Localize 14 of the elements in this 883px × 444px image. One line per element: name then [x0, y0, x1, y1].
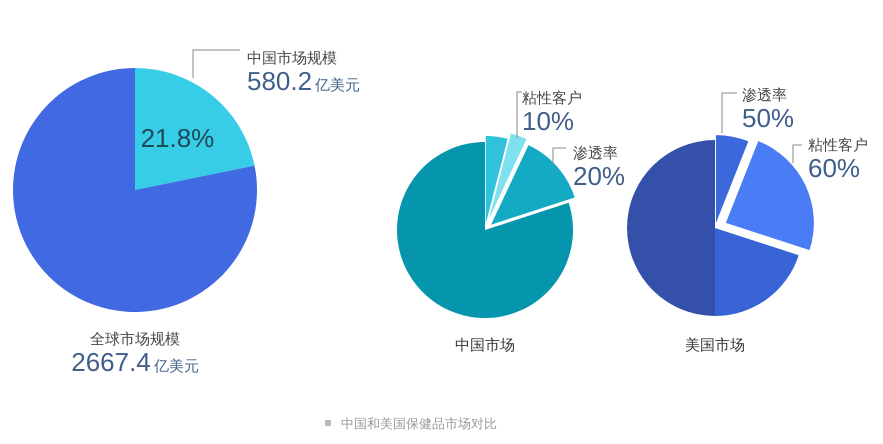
text: 中国市场: [455, 337, 515, 354]
text: 10%: [522, 106, 574, 136]
slice-label: 粘性客户: [522, 90, 582, 107]
slice-label: 粘性客户: [808, 137, 868, 154]
text: 中国和美国保健品市场对比: [341, 416, 497, 431]
text: 20%: [573, 161, 626, 191]
slice-label: 中国市场规模: [247, 50, 337, 67]
text: 50%: [742, 103, 794, 133]
data-label: 21.8%: [140, 123, 214, 154]
text: 60%: [808, 153, 860, 183]
text: 美国市场: [685, 337, 745, 354]
slice-label: 渗透率: [742, 87, 787, 104]
slice-label: 渗透率: [573, 145, 618, 162]
slice-label: 全球市场规模: [90, 331, 180, 348]
